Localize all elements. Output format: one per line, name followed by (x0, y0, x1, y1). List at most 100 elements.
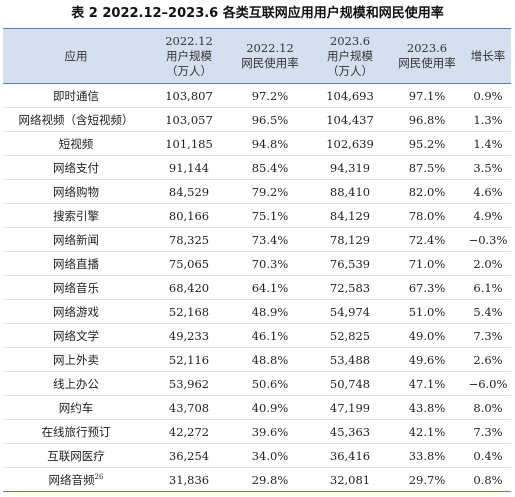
rate-2022-cell: 94.8% (229, 131, 311, 156)
rate-2023-cell: 78.0% (389, 203, 465, 228)
table-row: 网络音频26 31,836 29.8% 32,081 29.7% 0.8% (3, 467, 511, 492)
users-2023-cell: 36,416 (311, 443, 389, 468)
app-name-cell: 网络新闻 (3, 227, 149, 252)
table-row: 网络视频（含短视频） 103,057 96.5% 104,437 96.8% 1.3% (3, 107, 511, 132)
users-2023-cell: 50,748 (311, 371, 389, 396)
header-users-2022: 2022.12 用户规模 （万人） (149, 28, 229, 84)
rate-2023-cell: 67.3% (389, 275, 465, 300)
app-name-cell: 网络游戏 (3, 299, 149, 324)
users-2022-cell: 84,529 (149, 179, 229, 204)
growth-cell: 3.5% (465, 155, 511, 180)
table-row: 网上外卖 52,116 48.8% 53,488 49.6% 2.6% (3, 347, 511, 372)
rate-2023-cell: 95.2% (389, 131, 465, 156)
table-row: 搜索引擎 80,166 75.1% 84,129 78.0% 4.9% (3, 203, 511, 228)
growth-cell: 7.3% (465, 323, 511, 348)
app-name-cell: 搜索引擎 (3, 203, 149, 228)
table-row: 网络购物 84,529 79.2% 88,410 82.0% 4.6% (3, 179, 511, 204)
header-rate-2023: 2023.6 网民使用率 (389, 28, 465, 84)
table-body: 即时通信 103,807 97.2% 104,693 97.1% 0.9% 网络视频（含短视… (3, 83, 511, 492)
table-row: 网络音乐 68,420 64.1% 72,583 67.3% 6.1% (3, 275, 511, 300)
app-name-cell: 网上外卖 (3, 347, 149, 372)
table-row: 网络游戏 52,168 48.9% 54,974 51.0% 5.4% (3, 299, 511, 324)
users-2023-cell: 52,825 (311, 323, 389, 348)
rate-2022-cell: 75.1% (229, 203, 311, 228)
users-2022-cell: 78,325 (149, 227, 229, 252)
rate-2022-cell: 64.1% (229, 275, 311, 300)
rate-2023-cell: 49.0% (389, 323, 465, 348)
rate-2023-cell: 82.0% (389, 179, 465, 204)
rate-2022-cell: 39.6% (229, 419, 311, 444)
rate-2023-cell: 49.6% (389, 347, 465, 372)
users-2022-cell: 52,168 (149, 299, 229, 324)
users-2022-cell: 53,962 (149, 371, 229, 396)
app-name-cell: 网络直播 (3, 251, 149, 276)
users-2023-cell: 88,410 (311, 179, 389, 204)
rate-2022-cell: 50.6% (229, 371, 311, 396)
rate-2023-cell: 72.4% (389, 227, 465, 252)
app-name-cell: 在线旅行预订 (3, 419, 149, 444)
users-2022-cell: 75,065 (149, 251, 229, 276)
users-2022-cell: 36,254 (149, 443, 229, 468)
rate-2022-cell: 34.0% (229, 443, 311, 468)
users-2023-cell: 53,488 (311, 347, 389, 372)
app-name-cell: 互联网医疗 (3, 443, 149, 468)
users-2023-cell: 104,693 (311, 83, 389, 108)
rate-2023-cell: 42.1% (389, 419, 465, 444)
users-2023-cell: 54,974 (311, 299, 389, 324)
users-2022-cell: 49,233 (149, 323, 229, 348)
app-name-cell: 网络文学 (3, 323, 149, 348)
footnote-marker: 26 (94, 472, 104, 481)
app-name-cell: 网络视频（含短视频） (3, 107, 149, 132)
app-name-cell: 网络支付 (3, 155, 149, 180)
users-2022-cell: 43,708 (149, 395, 229, 420)
users-2022-cell: 52,116 (149, 347, 229, 372)
users-2022-cell: 68,420 (149, 275, 229, 300)
growth-cell: 0.4% (465, 443, 511, 468)
users-2023-cell: 32,081 (311, 467, 389, 492)
app-name-cell: 网络音频26 (3, 467, 149, 492)
rate-2023-cell: 96.8% (389, 107, 465, 132)
table-row: 网络文学 49,233 46.1% 52,825 49.0% 7.3% (3, 323, 511, 348)
table-row: 短视频 101,185 94.8% 102,639 95.2% 1.4% (3, 131, 511, 156)
rate-2023-cell: 29.7% (389, 467, 465, 492)
rate-2022-cell: 46.1% (229, 323, 311, 348)
users-2022-cell: 42,272 (149, 419, 229, 444)
users-2023-cell: 84,129 (311, 203, 389, 228)
growth-cell: −0.3% (465, 227, 511, 252)
growth-cell: 5.4% (465, 299, 511, 324)
header-users-2023: 2023.6 用户规模 （万人） (311, 28, 389, 84)
users-2023-cell: 94,319 (311, 155, 389, 180)
rate-2022-cell: 29.8% (229, 467, 311, 492)
rate-2022-cell: 73.4% (229, 227, 311, 252)
growth-cell: −6.0% (465, 371, 511, 396)
app-name-cell: 线上办公 (3, 371, 149, 396)
rate-2022-cell: 97.2% (229, 83, 311, 108)
growth-cell: 2.0% (465, 251, 511, 276)
growth-cell: 0.9% (465, 83, 511, 108)
growth-cell: 7.3% (465, 419, 511, 444)
rate-2023-cell: 51.0% (389, 299, 465, 324)
growth-cell: 8.0% (465, 395, 511, 420)
growth-cell: 0.8% (465, 467, 511, 492)
growth-cell: 1.3% (465, 107, 511, 132)
table-row: 网络支付 91,144 85.4% 94,319 87.5% 3.5% (3, 155, 511, 180)
rate-2022-cell: 79.2% (229, 179, 311, 204)
app-name-cell: 即时通信 (3, 83, 149, 108)
users-2022-cell: 101,185 (149, 131, 229, 156)
rate-2022-cell: 48.8% (229, 347, 311, 372)
users-2022-cell: 103,807 (149, 83, 229, 108)
users-2023-cell: 78,129 (311, 227, 389, 252)
growth-cell: 4.9% (465, 203, 511, 228)
rate-2023-cell: 43.8% (389, 395, 465, 420)
users-2023-cell: 102,639 (311, 131, 389, 156)
table-row: 线上办公 53,962 50.6% 50,748 47.1% −6.0% (3, 371, 511, 396)
table-title: 表 2 2022.12–2023.6 各类互联网应用用户规模和网民使用率 (71, 6, 444, 21)
header-growth: 增长率 (465, 28, 511, 84)
app-name-cell: 网约车 (3, 395, 149, 420)
app-usage-table: 应用 2022.12 用户规模 （万人） 2022.12 网民使用率 2023.… (3, 28, 511, 492)
header-rate-2022: 2022.12 网民使用率 (229, 28, 311, 84)
users-2022-cell: 103,057 (149, 107, 229, 132)
rate-2023-cell: 87.5% (389, 155, 465, 180)
header-app: 应用 (3, 28, 149, 84)
users-2023-cell: 72,583 (311, 275, 389, 300)
